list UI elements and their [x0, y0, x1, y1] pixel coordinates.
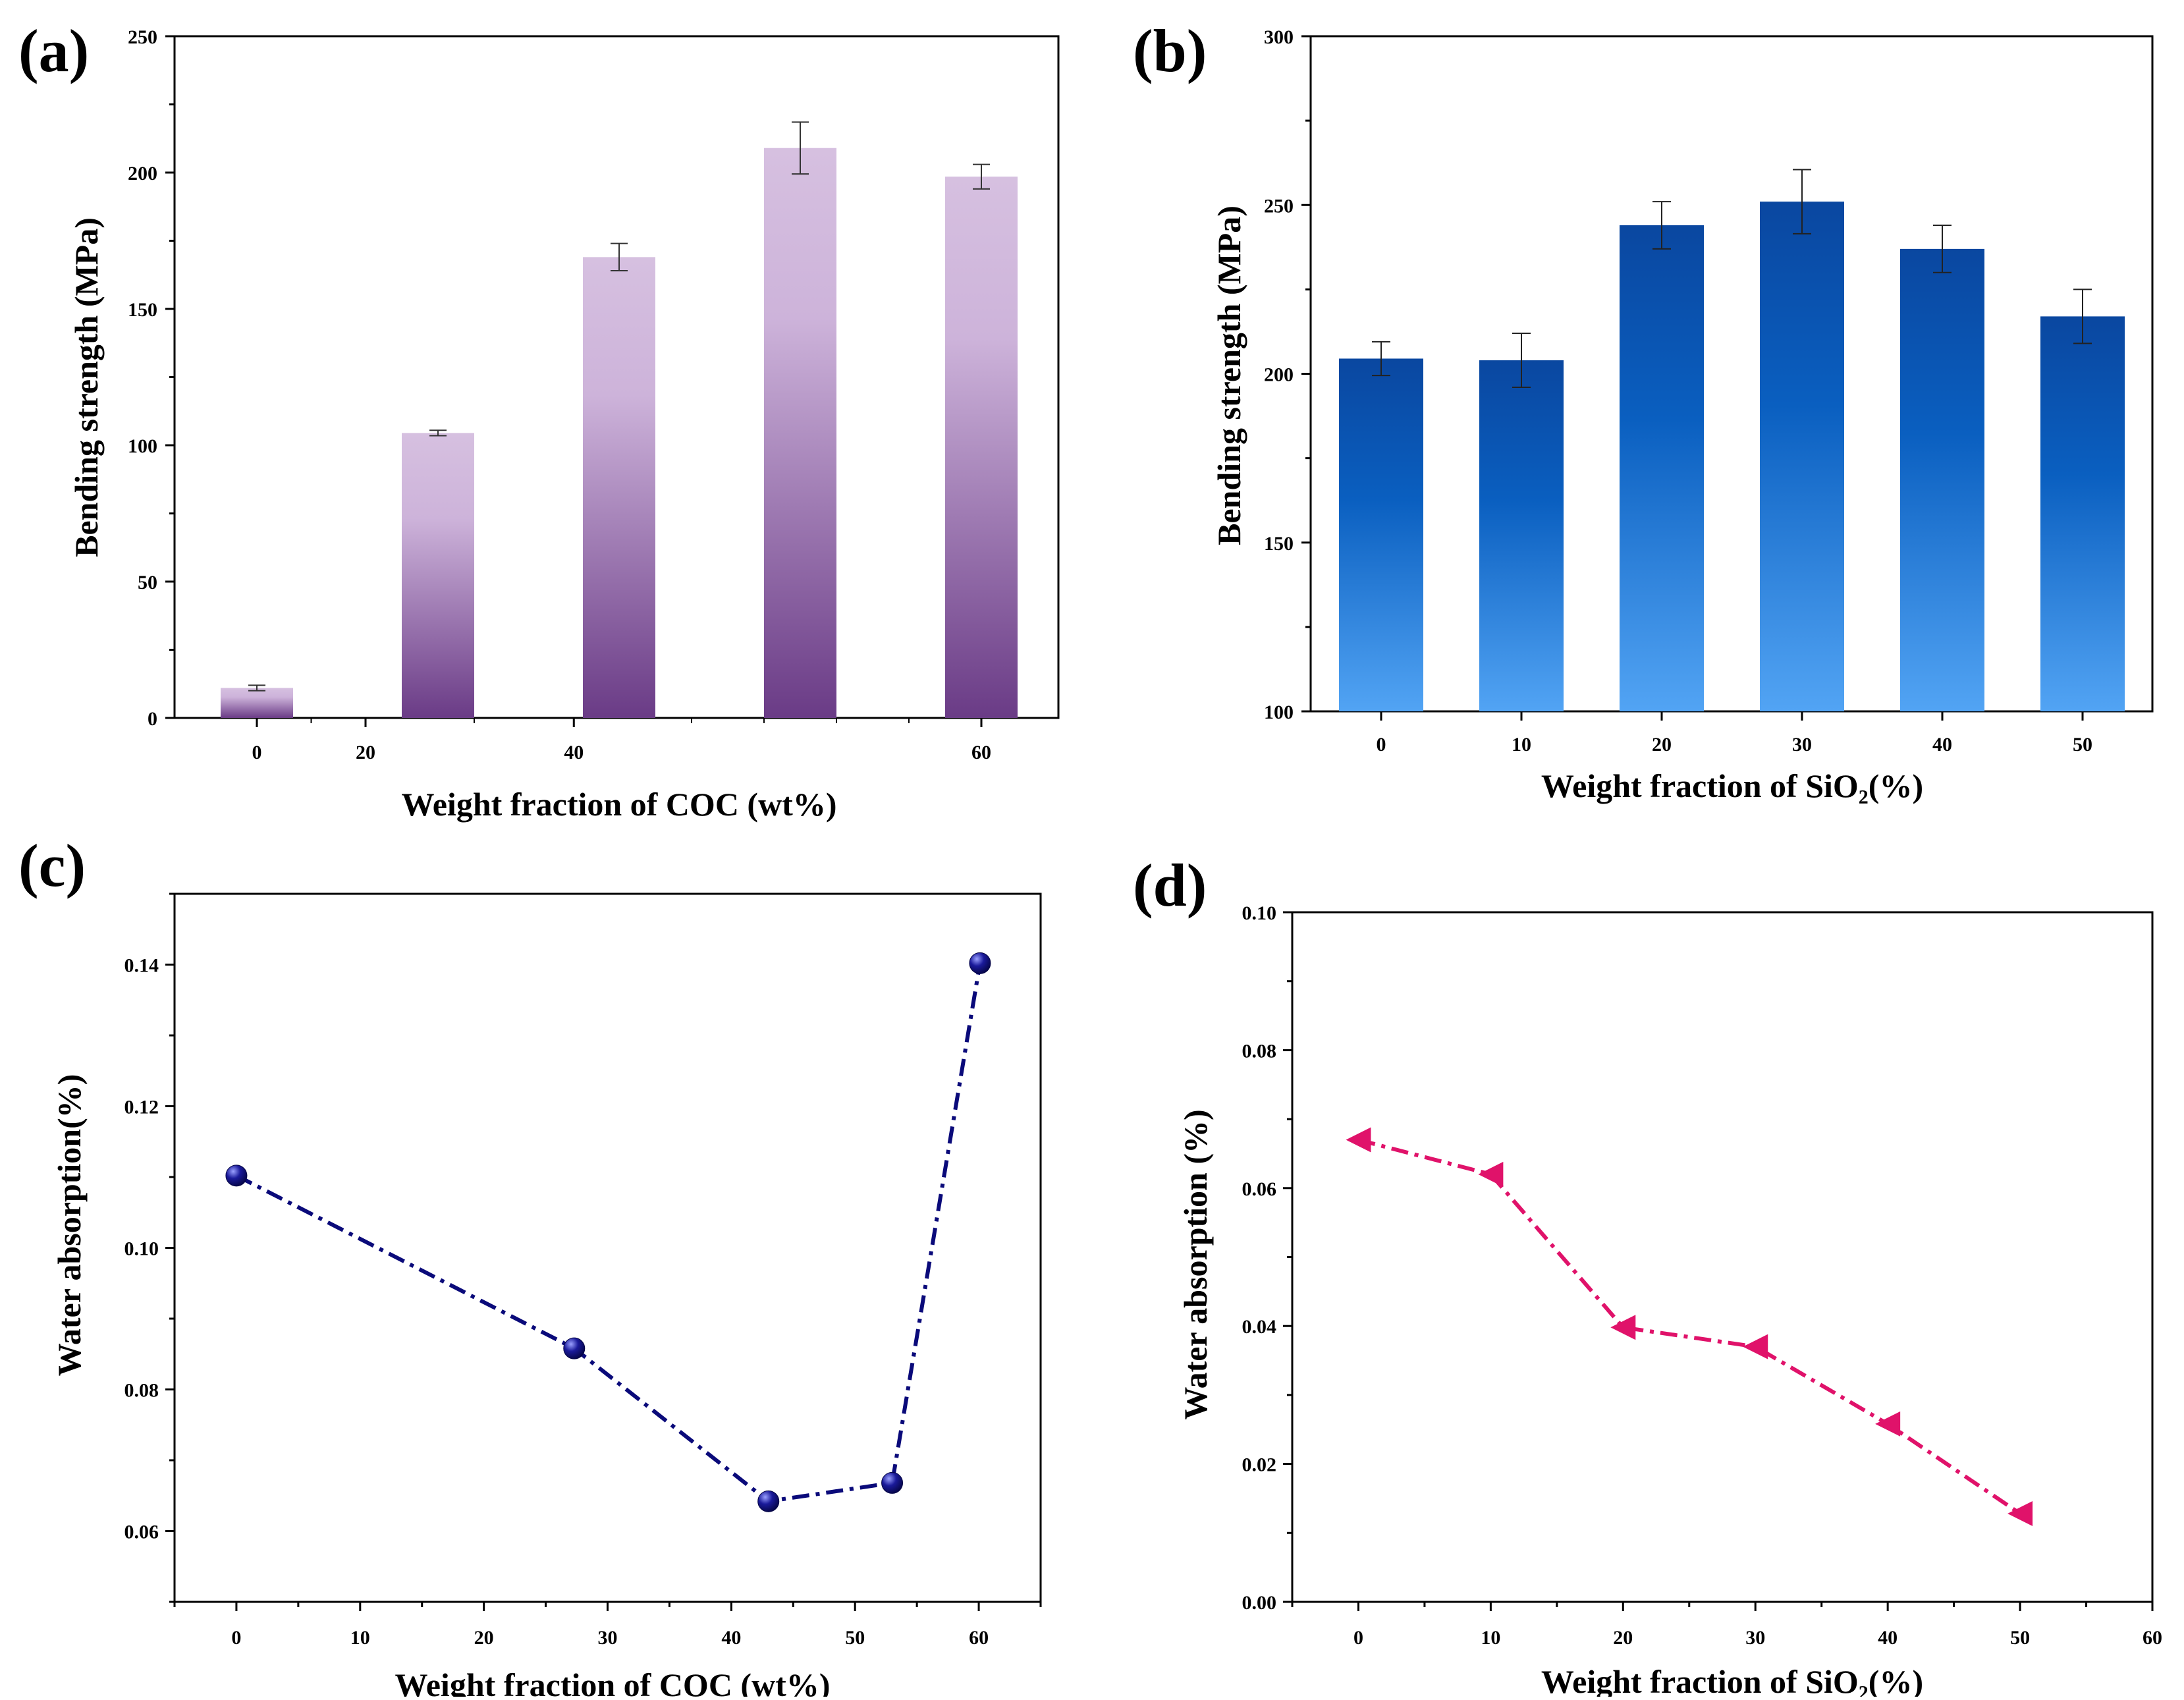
- panel-c-xtick-label: 50: [845, 1627, 865, 1649]
- panel-b-frame: [1309, 35, 2154, 713]
- panel-b-ytick-label: 200: [1264, 364, 1294, 386]
- panel-a-xtick-label: 20: [356, 742, 375, 763]
- panel-a-ytick-label: 100: [128, 435, 157, 457]
- panel-b-ytick-label: 100: [1264, 701, 1294, 723]
- panel-b-ytick-label: 300: [1264, 26, 1294, 48]
- panel-c-frame: [173, 892, 1042, 1603]
- panel-b-xtick-label: 40: [1932, 734, 1952, 755]
- panel-d-ytick-label: 0.02: [1242, 1454, 1277, 1476]
- panel-label-a: (a): [18, 17, 89, 84]
- panel-a-xtick-label: 60: [971, 742, 991, 763]
- panel-d-xtick-label: 0: [1353, 1627, 1363, 1649]
- panel-d-point: [1743, 1334, 1768, 1359]
- panel-c-ytick-label: 0.08: [124, 1380, 159, 1402]
- panel-c-xtick-label: 60: [969, 1627, 989, 1649]
- panel-d-xtick-label: 60: [2143, 1627, 2162, 1649]
- panel-c-ylabel: Water absorption(%): [51, 1074, 88, 1377]
- panel-c-xlabel: Weight fraction of COC (wt%): [395, 1666, 831, 1697]
- panel-a-xtick-label: 0: [252, 742, 262, 763]
- panel-b-bar: [1900, 248, 1984, 711]
- panel-c-point: [881, 1471, 904, 1494]
- panel-b-bar: [1620, 225, 1704, 711]
- panel-d-point: [1875, 1411, 1901, 1437]
- panel-b-bar: [1479, 360, 1564, 711]
- panel-a-bar: [764, 148, 836, 719]
- panel-d-point: [1610, 1315, 1636, 1340]
- panel-c-point: [225, 1165, 248, 1187]
- panel-a-bar: [221, 688, 293, 718]
- panel-a-ytick-label: 0: [148, 708, 157, 730]
- panel-c-xtick-label: 20: [474, 1627, 494, 1649]
- panel-a-ylabel: Bending strength (MPa): [68, 217, 105, 557]
- panel-label-b: (b): [1133, 17, 1207, 84]
- panel-c-xtick-label: 0: [231, 1627, 241, 1649]
- panel-a-bar: [583, 257, 655, 719]
- panel-b-xtick-label: 30: [1792, 734, 1812, 755]
- panel-label-d: (d): [1133, 852, 1207, 919]
- panel-c-xtick-label: 40: [721, 1627, 741, 1649]
- panel-b-xtick-label: 50: [2073, 734, 2092, 755]
- panel-a-xtick-label: 40: [564, 742, 584, 763]
- panel-a-ytick-label: 50: [138, 572, 157, 593]
- panel-b-bar: [1339, 358, 1423, 711]
- panel-c-ytick-label: 0.06: [124, 1522, 159, 1543]
- panel-b-xtick-label: 10: [1512, 734, 1531, 755]
- panel-d-xtick-label: 40: [1878, 1627, 1897, 1649]
- panel-d-xtick-label: 20: [1613, 1627, 1633, 1649]
- panel-a-ytick-label: 250: [128, 26, 157, 48]
- panel-b-ylabel: Bending strength (MPa): [1211, 206, 1247, 545]
- panel-c-ytick-label: 0.14: [124, 955, 159, 977]
- panel-d-frame: [1291, 911, 2154, 1603]
- panel-a-bar: [402, 433, 474, 718]
- panel-d-xlabel: Weight fraction of SiO₂(%): [1541, 1663, 1923, 1697]
- panel-a-bar: [945, 177, 1018, 719]
- panel-d-xtick-label: 30: [1745, 1627, 1765, 1649]
- panel-b-ytick-label: 150: [1264, 533, 1294, 555]
- panel-b-bar: [2040, 316, 2125, 711]
- panel-d-series-line: [1357, 1138, 2021, 1516]
- panel-c-ytick-label: 0.10: [124, 1238, 159, 1260]
- panel-a-ytick-label: 200: [128, 163, 157, 184]
- panel-c-point: [563, 1337, 586, 1359]
- panel-d-xtick-label: 50: [2010, 1627, 2030, 1649]
- panel-c-point: [757, 1490, 780, 1512]
- panel-b-ytick-label: 250: [1264, 195, 1294, 217]
- panel-b-xtick-label: 20: [1652, 734, 1672, 755]
- panel-d-xtick-label: 10: [1481, 1627, 1500, 1649]
- panel-a-xlabel: Weight fraction of COC (wt%): [402, 786, 837, 823]
- panel-c-point: [969, 952, 991, 974]
- panel-d-point: [1478, 1161, 1504, 1187]
- panel-c-series-line: [235, 962, 982, 1504]
- panel-d-ytick-label: 0.08: [1242, 1040, 1277, 1062]
- panel-c-ytick-label: 0.12: [124, 1097, 159, 1118]
- panel-a-ytick-label: 150: [128, 299, 157, 321]
- panel-d-point: [2007, 1500, 2033, 1526]
- panel-b-bar: [1760, 202, 1844, 711]
- panel-d-ytick-label: 0.10: [1242, 902, 1277, 924]
- panel-c-xtick-label: 10: [350, 1627, 370, 1649]
- panel-d-ytick-label: 0.06: [1242, 1178, 1277, 1200]
- panel-d-ylabel: Water absorption (%): [1177, 1109, 1214, 1419]
- panel-label-c: (c): [18, 832, 86, 899]
- panel-d-ytick-label: 0.00: [1242, 1592, 1277, 1614]
- panel-b-xtick-label: 0: [1377, 734, 1386, 755]
- panel-c-xtick-label: 30: [598, 1627, 618, 1649]
- panel-d-ytick-label: 0.04: [1242, 1316, 1277, 1338]
- panel-b-xlabel: Weight fraction of SiO₂(%): [1541, 767, 1923, 804]
- panel-d-point: [1346, 1127, 1371, 1153]
